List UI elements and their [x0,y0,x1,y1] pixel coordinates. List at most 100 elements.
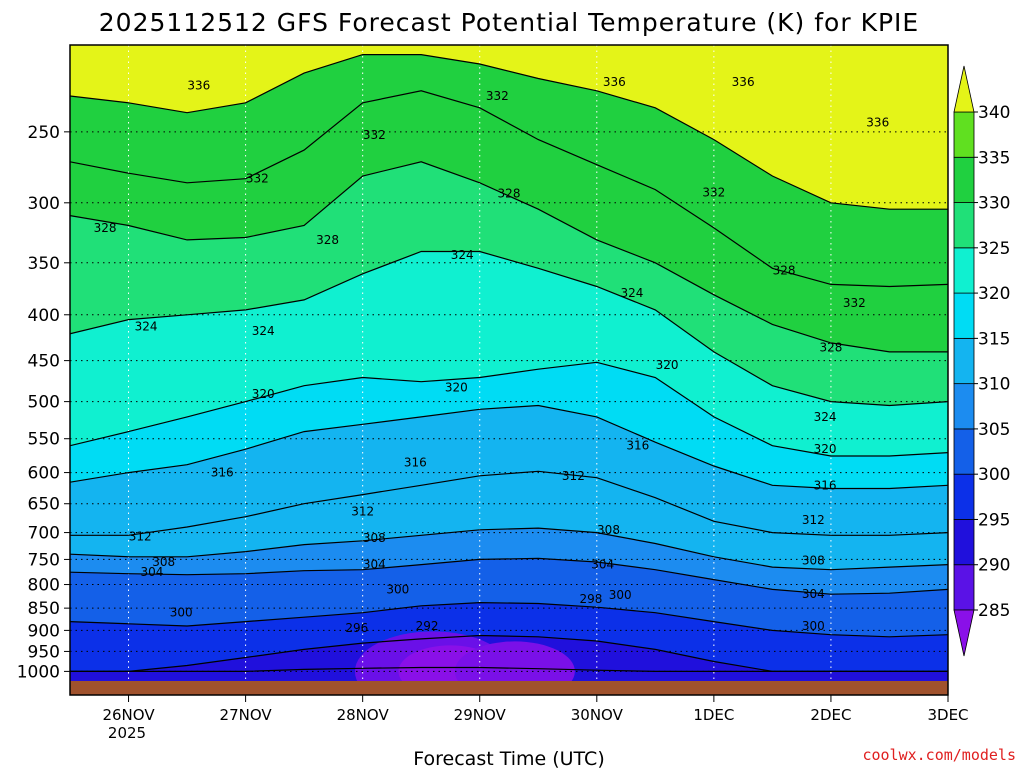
contour-label: 324 [814,410,837,424]
contour-label: 296 [345,621,368,635]
y-tick-label: 650 [28,495,60,515]
colorbar-tick-label: 340 [978,103,1010,123]
colorbar-tick-label: 330 [978,194,1010,214]
y-tick-label: 600 [28,464,60,484]
contour-label: 336 [603,75,626,89]
contour-label: 324 [620,286,643,300]
contour-label: 316 [211,466,234,480]
contour-324 [70,250,948,407]
contour-308 [70,527,948,571]
contour-label: 304 [802,587,825,601]
contour-332 [70,90,948,288]
contour-label: 332 [246,172,269,186]
colorbar-tick-label: 315 [978,329,1010,349]
contour-label: 324 [135,319,158,333]
contour-label: 328 [819,340,842,354]
contour-label: 328 [94,221,117,235]
contour-label: 292 [416,619,439,633]
contour-label: 308 [152,555,175,569]
contour-label: 328 [773,264,796,278]
credit-label: coolwx.com/models [862,746,1016,764]
x-tick-label: 30NOV [571,706,624,724]
y-tick-label: 350 [28,254,60,274]
contour-label: 300 [170,606,193,620]
contour-label: 308 [597,523,620,537]
ground-surface [70,681,948,695]
colorbar-low-arrow [953,609,975,657]
contour-label: 336 [732,75,755,89]
y-tick-label: 750 [28,550,60,570]
contour-label: 332 [843,296,866,310]
contour-296 [70,634,948,672]
colorbar-box [953,247,975,294]
x-tick-label: 29NOV [454,706,507,724]
colorbar-high-arrow [953,65,975,113]
cold-core-region [354,631,575,681]
contour-label: 320 [252,387,275,401]
x-tick-label: 27NOV [220,706,273,724]
colorbar-box [953,428,975,475]
colorbar-tick-label: 335 [978,148,1010,168]
contour-312 [70,470,948,536]
contour-label: 316 [814,478,837,492]
colorbar-box [953,111,975,158]
contour-label: 298 [579,592,602,606]
contour-304 [70,557,948,595]
contour-label: 300 [386,582,409,596]
colorbar-box [953,292,975,339]
x-axis: 26NOV 27NOV 28NOV 29NOV 30NOV 1DEC 2DEC 3DEC [102,695,969,724]
contour-label: 320 [656,358,679,372]
y-tick-label: 1000 [17,662,60,682]
colorbar-tick-label: 290 [978,556,1010,576]
x-tick-label: 26NOV [102,706,155,724]
contour-label: 324 [451,248,474,262]
colorbar-tick-label: 295 [978,510,1010,530]
contour-label: 328 [316,233,339,247]
contour-label: 320 [445,380,468,394]
x-tick-label: 1DEC [693,706,734,724]
contour-label: 324 [252,324,275,338]
contour-316 [70,404,948,490]
y-tick-label: 800 [28,576,60,596]
plot-frame [69,44,949,696]
contour-label: 332 [702,185,725,199]
contour-label: 328 [498,187,521,201]
contour-label: 312 [351,504,374,518]
chart-title: 2025112512 GFS Forecast Potential Temper… [99,8,919,37]
contour-label: 308 [363,531,386,545]
y-tick-label: 850 [28,599,60,619]
colorbar-box [953,473,975,520]
y-tick-label: 900 [28,621,60,641]
contour-label: 312 [129,529,152,543]
colorbar-tick-label: 305 [978,420,1010,440]
y-tick-label: 250 [28,123,60,143]
x-tick-label: 28NOV [337,706,390,724]
colorbar: 285 290 295 300 305 310 315 320 325 330 335 340 [953,65,1010,657]
contour-label: 304 [591,558,614,572]
colorbar-tick-label: 325 [978,239,1010,259]
x-axis-label: Forecast Time (UTC) [413,748,604,768]
x-tick-label: 2DEC [810,706,851,724]
contour-336 [70,54,948,210]
colorbar-box [953,519,975,566]
contour-label: 332 [363,128,386,142]
cold-core-2 [454,641,575,681]
colorbar-box [953,383,975,430]
colorbar-tick-label: 310 [978,375,1010,395]
contour-label: 316 [626,439,649,453]
plot-area: 336 332 336 336 336 332 332 332 328 328 328 324 328 3… [69,44,949,696]
x-year-label: 2025 [108,724,146,742]
contour-lines [70,54,948,672]
colorbar-box [953,156,975,203]
colorbar-box [953,202,975,249]
contour-label: 312 [562,469,585,483]
y-tick-label: 700 [28,524,60,544]
colorbar-tick-label: 320 [978,284,1010,304]
y-tick-label: 300 [28,194,60,214]
y-tick-label: 450 [28,352,60,372]
contour-label: 304 [363,558,386,572]
y-axis: 2503003504004505005506006507007508008509… [17,123,70,682]
colorbar-box [953,564,975,611]
contour-label: 308 [802,553,825,567]
